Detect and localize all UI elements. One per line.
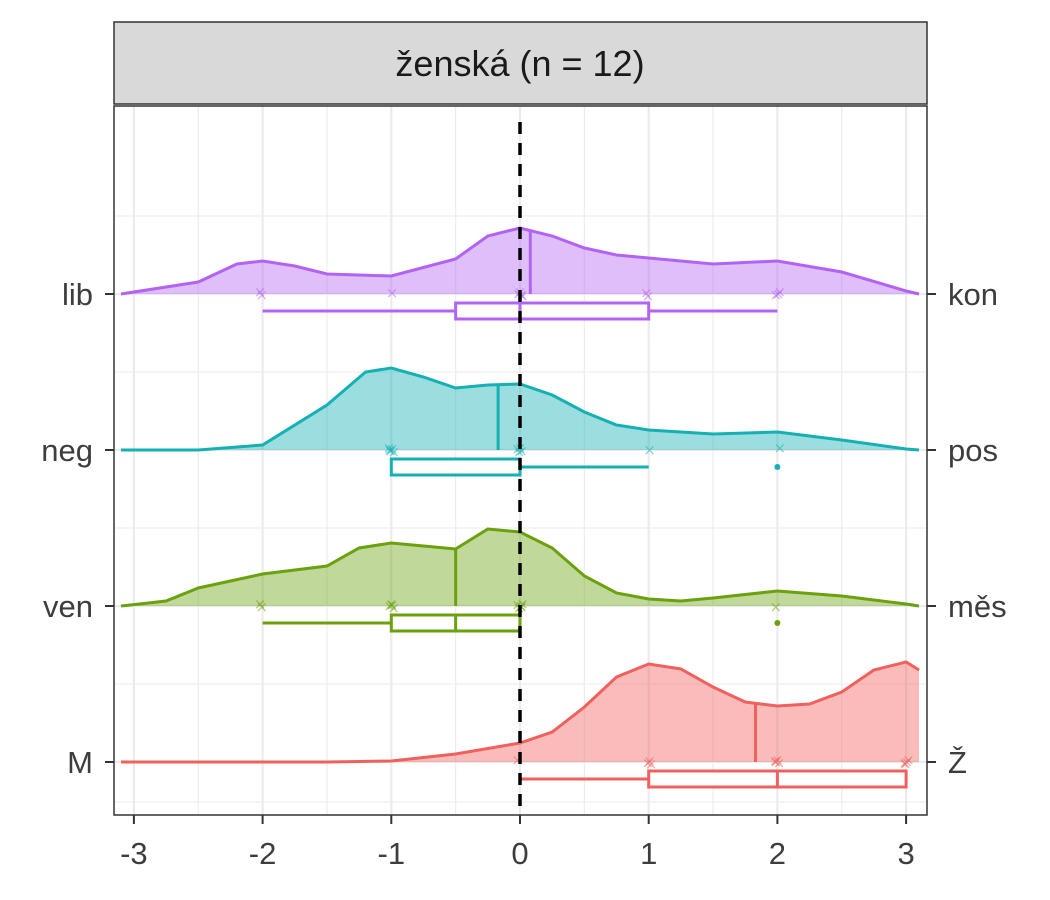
data-point: × [902, 751, 915, 769]
facet-strip-label: ženská (n = 12) [395, 43, 644, 84]
x-tick-label: 3 [897, 836, 914, 871]
y-tick-label-left: ven [43, 589, 93, 624]
density-area [121, 662, 919, 762]
data-point: × [383, 441, 396, 459]
data-point: × [513, 443, 526, 461]
y-tick-label-right: měs [948, 589, 1007, 624]
data-point: × [774, 439, 787, 457]
data-point: × [385, 595, 398, 613]
series-M: × ××× ×××× ×××× [121, 660, 920, 789]
data-point: × [384, 442, 397, 460]
y-tick-label-left: neg [41, 433, 93, 468]
data-point: × [771, 751, 784, 769]
y-tick-label-right: kon [948, 277, 998, 312]
x-tick-label: 2 [769, 836, 786, 871]
density-area [121, 228, 919, 294]
data-point: × [772, 285, 785, 303]
box-iqr [454, 301, 651, 321]
data-point: × [770, 286, 783, 304]
data-point: × [769, 752, 782, 770]
data-point: × [256, 598, 269, 616]
data-point: × [386, 596, 399, 614]
data-point: × [899, 755, 912, 773]
data-point: × [898, 754, 911, 772]
y-tick-label-left: M [67, 745, 93, 780]
data-point: × [643, 752, 656, 770]
outlier-point [774, 464, 781, 470]
x-tick-label: 1 [640, 836, 657, 871]
data-point: × [773, 754, 786, 772]
density-curve [121, 660, 920, 764]
x-tick-label: 0 [511, 836, 528, 871]
data-point: × [516, 595, 529, 613]
data-point: × [383, 597, 396, 615]
data-point: × [254, 595, 267, 613]
x-tick-label: -3 [120, 836, 148, 871]
data-point: × [645, 755, 658, 773]
data-point: × [642, 287, 655, 305]
data-point: × [387, 599, 400, 617]
grid-lines [114, 106, 927, 815]
facet-strip [113, 21, 928, 105]
data-point: × [387, 443, 400, 461]
data-point: × [256, 286, 269, 304]
x-tick-label: -1 [378, 836, 406, 871]
data-point: × [640, 284, 653, 302]
data-point: × [643, 441, 656, 459]
data-point: × [254, 283, 267, 301]
data-point: × [386, 440, 399, 458]
data-point: × [642, 754, 655, 772]
data-point: × [770, 753, 783, 771]
box-iqr [389, 457, 522, 477]
y-tick-label-right: Ž [948, 745, 967, 780]
data-point: × [383, 439, 396, 457]
data-point: × [511, 751, 524, 769]
y-tick-label-left: lib [62, 277, 93, 312]
series-lib: ×××××××××××× [120, 226, 920, 321]
outlier-point [774, 620, 781, 626]
y-tick-label-right: pos [948, 433, 998, 468]
x-tick-label: -2 [249, 836, 277, 871]
data-point: × [386, 284, 399, 302]
data-point: × [901, 753, 914, 771]
series-neg: ××××××××××× [121, 366, 920, 477]
data-point: × [770, 598, 783, 616]
density-area [121, 368, 919, 450]
data-point: × [774, 283, 787, 301]
